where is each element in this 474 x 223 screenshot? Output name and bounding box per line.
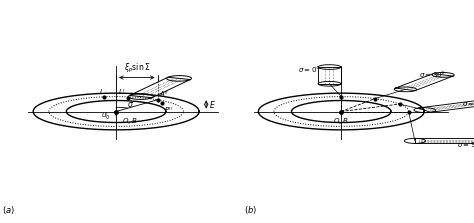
- Text: $\sigma = 0°$: $\sigma = 0°$: [298, 64, 320, 74]
- Text: $\sigma = 60°$: $\sigma = 60°$: [462, 98, 474, 107]
- Text: $O, B$: $O, B$: [333, 116, 348, 126]
- Text: $(a)$: $(a)$: [2, 204, 15, 216]
- Text: $\sigma$: $\sigma$: [127, 101, 134, 109]
- Text: $O, B$: $O, B$: [122, 116, 137, 126]
- Text: $I$: $I$: [99, 87, 102, 96]
- Text: $A''$: $A''$: [159, 89, 170, 99]
- Text: $L'$: $L'$: [118, 87, 126, 97]
- Text: $\sigma = 90°$: $\sigma = 90°$: [457, 139, 474, 149]
- Text: $\xi_p \sin\Sigma$: $\xi_p \sin\Sigma$: [124, 62, 150, 75]
- Text: $P''$: $P''$: [164, 105, 173, 115]
- Text: $E$: $E$: [209, 99, 216, 110]
- Text: $u_0'$: $u_0'$: [101, 112, 110, 123]
- Text: $(b)$: $(b)$: [244, 204, 257, 216]
- Text: $\sigma = 30°$: $\sigma = 30°$: [419, 69, 446, 79]
